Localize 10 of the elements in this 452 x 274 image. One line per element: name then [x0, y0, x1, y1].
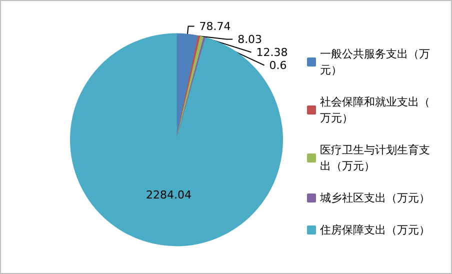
- data-label: 8.03: [238, 32, 262, 46]
- data-label: 2284.04: [146, 188, 192, 202]
- legend-label: 城乡社区支出（万元）: [319, 192, 430, 204]
- legend-label: 住房保障支出（万元）: [320, 224, 430, 236]
- legend-label: 社会保障和就业支出（万元）: [320, 96, 430, 124]
- legend-label: 一般公共服务支出（万元）: [320, 48, 430, 76]
- legend-label: 医疗卫生与计划生育支出（万元）: [320, 144, 430, 172]
- data-label: 12.38: [256, 46, 288, 59]
- data-label: 78.74: [199, 20, 231, 33]
- data-label: 0.6: [269, 58, 287, 72]
